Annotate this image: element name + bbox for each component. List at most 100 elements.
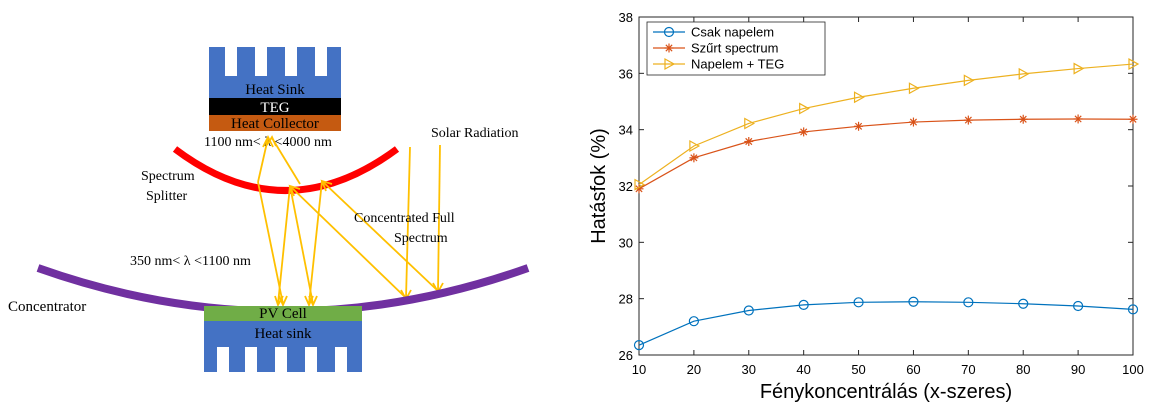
ray <box>308 180 323 305</box>
y-axis-label: Hatásfok (%) <box>588 128 610 244</box>
x-tick-label: 50 <box>851 362 865 377</box>
x-tick-label: 100 <box>1122 362 1144 377</box>
data-point <box>908 82 920 95</box>
y-tick-label: 38 <box>619 10 633 25</box>
x-tick-label: 10 <box>632 362 646 377</box>
pv-cell-label: PV Cell <box>259 306 307 322</box>
data-point <box>744 117 756 130</box>
legend-marker <box>664 43 674 53</box>
data-point <box>1127 304 1139 315</box>
heat-sink-bottom: Heat sink <box>204 321 362 372</box>
data-point <box>1018 67 1030 80</box>
pv-band-label: 350 nm< λ <1100 nm <box>130 254 251 269</box>
arrowhead <box>274 295 284 308</box>
heat-sink-top-body <box>209 47 341 98</box>
y-axis-ticks: 26 28 30 32 34 36 38 <box>619 10 1133 363</box>
series-line <box>638 118 1134 190</box>
spectrum-splitter-mirror <box>172 146 400 194</box>
legend-marker <box>663 26 675 38</box>
data-point <box>1073 62 1085 75</box>
y-tick-label: 34 <box>619 123 633 138</box>
teg-label: TEG <box>260 100 289 116</box>
y-tick-label: 26 <box>619 348 633 363</box>
ray <box>321 180 439 292</box>
ray <box>405 146 411 299</box>
data-point <box>1018 298 1029 309</box>
legend-label: Napelem + TEG <box>691 57 784 72</box>
data-point <box>963 297 974 308</box>
arrowhead <box>262 134 274 148</box>
heat-sink-top-label: Heat Sink <box>245 82 305 98</box>
heat-collector-block <box>209 115 341 131</box>
data-point <box>1073 300 1084 312</box>
ray <box>289 185 407 299</box>
series-triangle-right <box>634 58 1140 191</box>
data-point <box>743 305 754 316</box>
legend-label: Szűrt spectrum <box>691 41 778 56</box>
y-tick-label: 28 <box>619 292 633 307</box>
y-tick-label: 32 <box>619 179 633 194</box>
data-point <box>963 115 973 125</box>
x-tick-label: 80 <box>1016 362 1030 377</box>
data-point <box>689 153 699 163</box>
ray <box>437 144 441 292</box>
ray <box>257 137 269 183</box>
heat-sink-top: Heat Sink <box>209 47 341 98</box>
ray <box>289 185 314 305</box>
data-point <box>963 74 975 87</box>
data-point <box>853 297 864 308</box>
series-line <box>638 301 1134 346</box>
data-point <box>908 117 918 127</box>
data-point <box>908 296 919 307</box>
efficiency-line-chart: 26 28 30 32 34 36 38 10 20 30 40 50 60 70 80 90 100 Hat… <box>588 10 1144 403</box>
data-point <box>1128 58 1140 71</box>
data-point <box>799 102 810 115</box>
spectrum-splitting-diagram: Heat Sink TEG Heat Collector 1100 nm< λ … <box>8 47 530 372</box>
y-tick-label: 36 <box>619 66 633 81</box>
data-point <box>688 316 699 327</box>
arrowhead <box>266 135 277 147</box>
concentrated-label-line2: Spectrum <box>394 231 448 246</box>
series-layer <box>633 58 1140 351</box>
series-circle <box>633 296 1139 351</box>
data-point <box>798 299 809 310</box>
series-line <box>638 63 1134 186</box>
data-point <box>689 139 701 153</box>
arrowhead <box>288 184 301 197</box>
arrowhead <box>320 179 333 192</box>
x-tick-label: 60 <box>906 362 920 377</box>
x-tick-label: 20 <box>687 362 701 377</box>
x-tick-label: 70 <box>961 362 975 377</box>
x-axis-label: Fénykoncentrálás (x-szeres) <box>760 381 1012 403</box>
x-tick-label: 30 <box>742 362 756 377</box>
x-tick-label: 40 <box>796 362 810 377</box>
teg-block <box>209 98 341 115</box>
data-point <box>1128 114 1138 124</box>
x-tick-label: 90 <box>1071 362 1085 377</box>
data-point <box>1073 114 1083 124</box>
data-point <box>799 127 809 137</box>
x-axis-ticks: 10 20 30 40 50 60 70 80 90 100 <box>632 17 1144 377</box>
data-point <box>634 178 646 191</box>
data-point <box>633 340 645 351</box>
heat-sink-bottom-body <box>204 321 362 372</box>
spectrum-splitter-label-line1: Spectrum <box>141 169 195 184</box>
legend-marker <box>664 57 676 71</box>
data-point <box>853 91 865 104</box>
data-point <box>744 136 754 146</box>
concentrated-label-line1: Concentrated Full <box>354 211 455 226</box>
legend-label: Csak napelem <box>691 25 774 40</box>
data-point <box>1018 114 1028 124</box>
concentrator-label: Concentrator <box>8 299 86 315</box>
spectrum-splitter-label-line2: Splitter <box>146 189 188 204</box>
ray <box>277 185 291 305</box>
solar-radiation-label: Solar Radiation <box>431 126 519 141</box>
arrowhead <box>308 295 318 308</box>
ray <box>257 181 284 305</box>
data-point <box>854 121 864 131</box>
pv-cell-block <box>204 306 362 321</box>
heat-sink-bottom-label: Heat sink <box>254 326 312 342</box>
heat-collector-label: Heat Collector <box>231 116 319 132</box>
